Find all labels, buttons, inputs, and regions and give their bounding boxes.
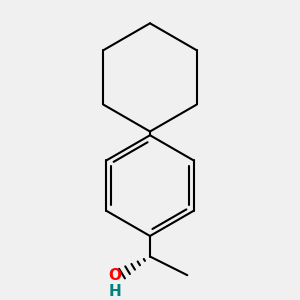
- Text: H: H: [109, 284, 121, 299]
- Text: O: O: [108, 268, 122, 283]
